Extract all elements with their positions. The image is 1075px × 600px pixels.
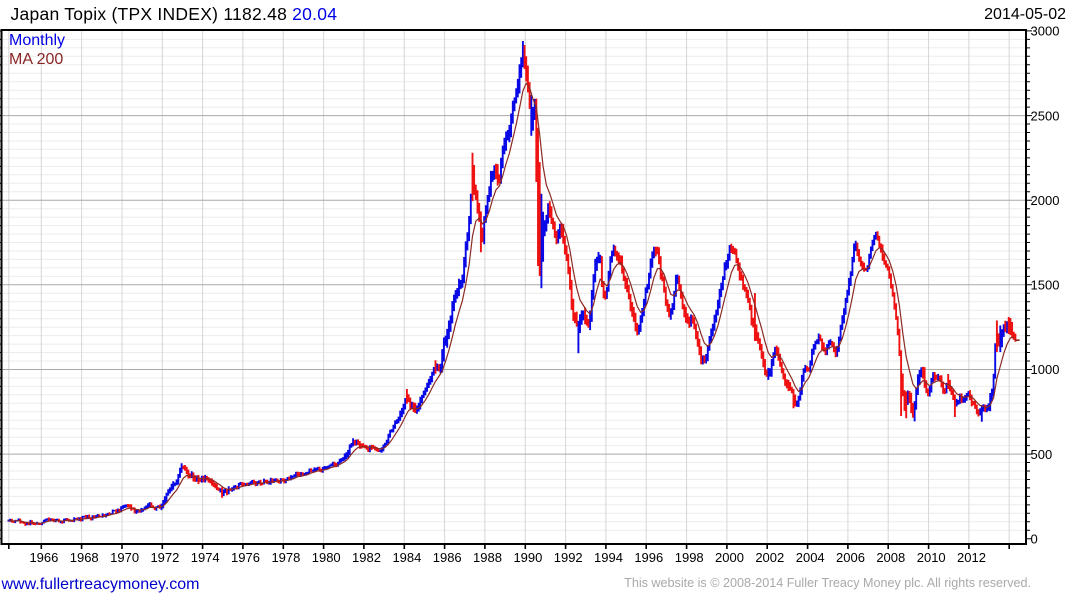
svg-text:1986: 1986: [433, 550, 462, 565]
svg-text:500: 500: [1031, 447, 1053, 462]
svg-text:1980: 1980: [312, 550, 341, 565]
svg-text:1000: 1000: [1031, 362, 1060, 377]
svg-text:3000: 3000: [1031, 24, 1060, 39]
svg-text:2000: 2000: [1031, 193, 1060, 208]
svg-text:1994: 1994: [594, 550, 623, 565]
svg-text:1998: 1998: [675, 550, 704, 565]
svg-text:2002: 2002: [755, 550, 784, 565]
svg-text:1982: 1982: [352, 550, 381, 565]
svg-text:2008: 2008: [876, 550, 905, 565]
svg-text:1984: 1984: [392, 550, 421, 565]
svg-text:1976: 1976: [231, 550, 260, 565]
svg-text:1968: 1968: [70, 550, 99, 565]
svg-text:2500: 2500: [1031, 108, 1060, 123]
svg-text:2000: 2000: [715, 550, 744, 565]
svg-text:1992: 1992: [554, 550, 583, 565]
svg-text:1988: 1988: [473, 550, 502, 565]
svg-text:2006: 2006: [836, 550, 865, 565]
svg-text:1500: 1500: [1031, 278, 1060, 293]
svg-text:1970: 1970: [110, 550, 139, 565]
svg-text:1996: 1996: [634, 550, 663, 565]
svg-text:1966: 1966: [29, 550, 58, 565]
svg-text:0: 0: [1031, 531, 1038, 546]
svg-text:2004: 2004: [796, 550, 825, 565]
svg-text:1972: 1972: [150, 550, 179, 565]
svg-text:2012: 2012: [957, 550, 986, 565]
svg-text:2010: 2010: [917, 550, 946, 565]
svg-text:1978: 1978: [271, 550, 300, 565]
svg-text:1974: 1974: [191, 550, 220, 565]
svg-text:1990: 1990: [513, 550, 542, 565]
